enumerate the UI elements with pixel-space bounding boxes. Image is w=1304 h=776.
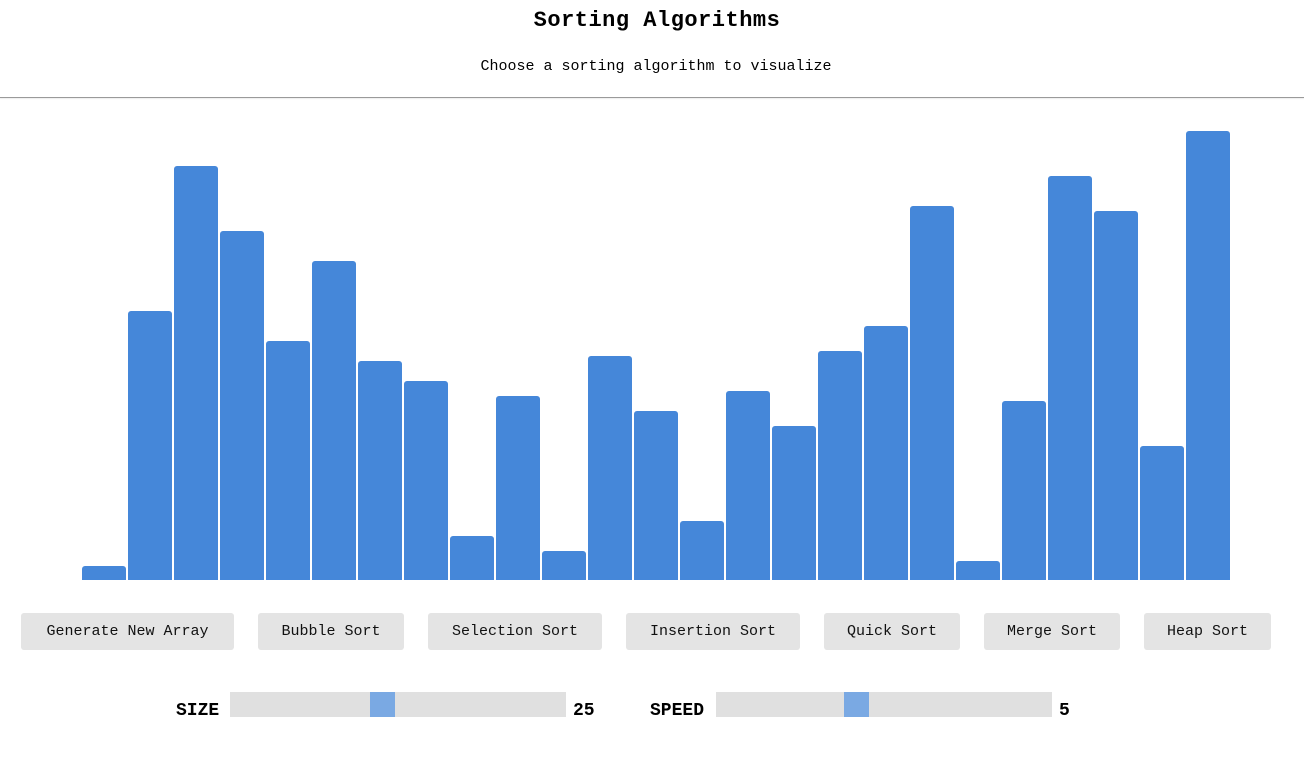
page-header: Sorting Algorithms Choose a sorting algo… bbox=[0, 0, 1304, 98]
array-bar bbox=[496, 396, 540, 580]
array-bar bbox=[312, 261, 356, 580]
array-bar bbox=[404, 381, 448, 580]
array-bar bbox=[726, 391, 770, 580]
speed-value: 5 bbox=[1059, 701, 1070, 721]
speed-slider-thumb[interactable] bbox=[844, 692, 869, 717]
selection-sort-button[interactable]: Selection Sort bbox=[428, 613, 602, 650]
size-slider[interactable] bbox=[230, 692, 566, 717]
page-subtitle: Choose a sorting algorithm to visualize bbox=[480, 58, 832, 75]
generate-array-button[interactable]: Generate New Array bbox=[21, 613, 234, 650]
array-bar bbox=[956, 561, 1000, 580]
quick-sort-button[interactable]: Quick Sort bbox=[824, 613, 960, 650]
array-bar bbox=[266, 341, 310, 580]
array-bar bbox=[910, 206, 954, 580]
size-value: 25 bbox=[573, 701, 595, 721]
array-bar bbox=[542, 551, 586, 580]
array-bar bbox=[818, 351, 862, 580]
array-bar bbox=[1048, 176, 1092, 580]
array-bar bbox=[220, 231, 264, 580]
insertion-sort-button[interactable]: Insertion Sort bbox=[626, 613, 800, 650]
heap-sort-button[interactable]: Heap Sort bbox=[1144, 613, 1271, 650]
array-bar bbox=[450, 536, 494, 580]
merge-sort-button[interactable]: Merge Sort bbox=[984, 613, 1120, 650]
size-label: SIZE bbox=[176, 701, 220, 721]
array-bar bbox=[358, 361, 402, 580]
array-bar bbox=[82, 566, 126, 580]
array-bar bbox=[588, 356, 632, 580]
array-bar bbox=[128, 311, 172, 580]
array-bar bbox=[1002, 401, 1046, 580]
array-bar bbox=[1140, 446, 1184, 580]
page-title: Sorting Algorithms bbox=[533, 8, 781, 33]
array-bar bbox=[864, 326, 908, 580]
array-bar bbox=[174, 166, 218, 580]
array-bar bbox=[680, 521, 724, 580]
bubble-sort-button[interactable]: Bubble Sort bbox=[258, 613, 404, 650]
array-bar bbox=[634, 411, 678, 580]
array-bar bbox=[1094, 211, 1138, 580]
array-bar bbox=[1186, 131, 1230, 580]
size-slider-thumb[interactable] bbox=[370, 692, 395, 717]
speed-slider[interactable] bbox=[716, 692, 1052, 717]
array-bars bbox=[82, 100, 1232, 580]
speed-label: SPEED bbox=[650, 701, 705, 721]
array-bar bbox=[772, 426, 816, 580]
